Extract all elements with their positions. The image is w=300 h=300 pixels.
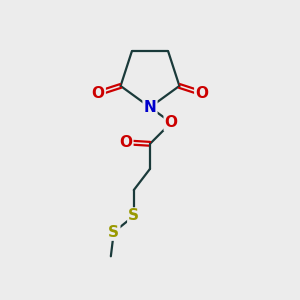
Text: O: O	[165, 115, 178, 130]
Text: S: S	[108, 225, 119, 240]
Text: O: O	[92, 86, 105, 101]
Text: N: N	[144, 100, 156, 115]
Text: O: O	[195, 86, 208, 101]
Text: S: S	[128, 208, 139, 224]
Text: O: O	[119, 135, 132, 150]
